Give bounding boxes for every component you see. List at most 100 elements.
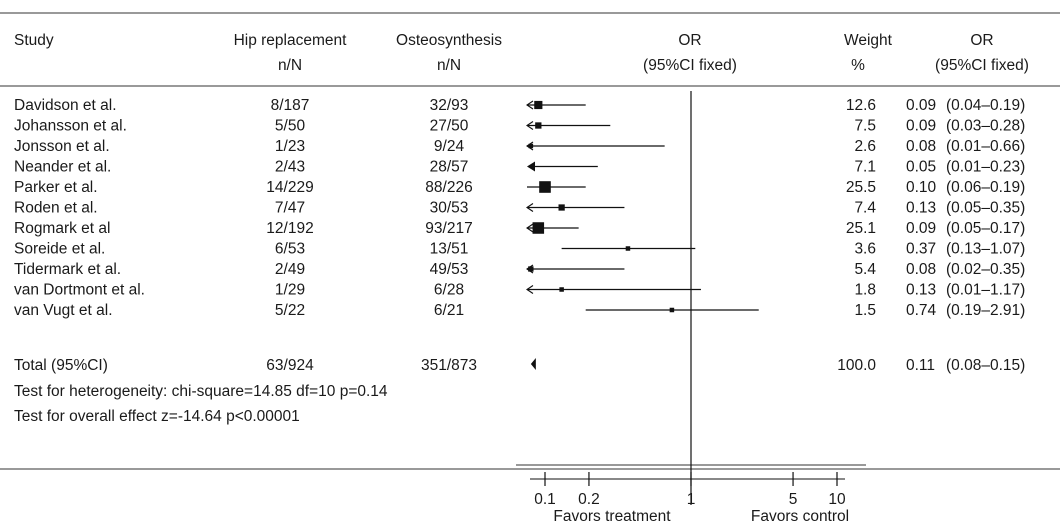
header-or2: OR (970, 32, 993, 49)
study-hip-count: 5/22 (275, 302, 305, 319)
study-weight: 2.6 (854, 138, 876, 155)
study-hip-count: 7/47 (275, 200, 305, 217)
study-weight: 25.1 (846, 220, 876, 237)
study-osteo-count: 9/24 (434, 138, 465, 155)
study-osteo-count: 13/51 (430, 241, 469, 258)
study-weight: 25.5 (846, 179, 876, 196)
study-hip-count: 5/50 (275, 118, 306, 135)
study-name: Parker et al. (14, 179, 98, 196)
point-estimate (535, 122, 542, 129)
study-or-value: 0.37 (906, 241, 936, 258)
study-osteo-count: 6/28 (434, 282, 464, 299)
study-or-ci: (0.02–0.35) (946, 261, 1025, 278)
study-or-ci: (0.05–0.17) (946, 220, 1025, 237)
study-or-ci: (0.01–0.66) (946, 138, 1025, 155)
study-hip-count: 1/23 (275, 138, 305, 155)
point-estimate (532, 222, 545, 234)
overall-effect-test: Test for overall effect z=-14.64 p<0.000… (14, 408, 300, 425)
study-osteo-count: 27/50 (430, 118, 469, 135)
study-or-value: 0.09 (906, 220, 936, 237)
point-estimate (625, 246, 631, 251)
header-or2-ci: (95%CI fixed) (935, 57, 1029, 74)
study-or-value: 0.13 (906, 200, 936, 217)
favors-control-label: Favors control (751, 508, 849, 525)
point-estimate (559, 287, 564, 292)
study-osteo-count: 28/57 (430, 159, 469, 176)
study-hip-count: 2/43 (275, 159, 305, 176)
study-or-value: 0.09 (906, 97, 936, 114)
study-or-ci: (0.01–1.17) (946, 282, 1025, 299)
x-axis: 0.1 0.2 1 5 10 (530, 472, 846, 508)
ci-arrow (526, 285, 534, 294)
study-hip-count: 12/192 (266, 220, 313, 237)
axis-tick-label: 5 (789, 491, 798, 508)
point-estimate (528, 143, 534, 149)
study-hip-count: 1/29 (275, 282, 305, 299)
study-osteo-count: 30/53 (430, 200, 469, 217)
header-hip-replacement: Hip replacement (234, 32, 348, 49)
ci-arrow (526, 223, 534, 233)
header-or-ci: (95%CI fixed) (643, 57, 737, 74)
ci-arrow (526, 203, 534, 212)
study-osteo-count: 32/93 (430, 97, 469, 114)
point-estimate (534, 100, 543, 110)
study-or-ci: (0.01–0.23) (946, 159, 1025, 176)
favors-treatment-label: Favors treatment (553, 508, 671, 525)
study-name: Davidson et al. (14, 97, 117, 114)
study-weight: 1.8 (854, 282, 876, 299)
study-hip-count: 2/49 (275, 261, 305, 278)
total-hip: 63/924 (266, 357, 314, 374)
study-name: Roden et al. (14, 200, 98, 217)
study-hip-count: 8/187 (271, 97, 310, 114)
study-hip-count: 14/229 (266, 179, 313, 196)
study-name: Neander et al. (14, 159, 111, 176)
header-weight-pct: % (851, 57, 865, 74)
axis-tick-label: 1 (687, 491, 696, 508)
header-osteo-nN: n/N (437, 57, 461, 74)
point-estimate (539, 181, 551, 193)
study-or-value: 0.08 (906, 138, 936, 155)
study-hip-count: 6/53 (275, 241, 305, 258)
plot-marks (526, 91, 759, 505)
study-weight: 7.4 (854, 200, 876, 217)
study-osteo-count: 49/53 (430, 261, 469, 278)
study-or-ci: (0.19–2.91) (946, 302, 1025, 319)
total-marker (530, 358, 536, 370)
study-name: van Dortmont et al. (14, 282, 145, 299)
axis-tick-label: 10 (828, 491, 846, 508)
total-weight: 100.0 (837, 357, 876, 374)
study-weight: 7.1 (854, 159, 876, 176)
total-osteo: 351/873 (421, 357, 477, 374)
study-name: Rogmark et al (14, 220, 110, 237)
point-estimate (669, 307, 675, 313)
header-study: Study (14, 32, 54, 49)
study-weight: 7.5 (854, 118, 876, 135)
study-osteo-count: 6/21 (434, 302, 464, 319)
point-estimate (558, 204, 565, 211)
ci-arrow (527, 161, 535, 172)
ci-arrow (526, 100, 534, 110)
total-or-ci: (0.08–0.15) (946, 357, 1025, 374)
study-rows: Davidson et al. 8/187 32/93 12.6 0.09 (0.04–0… (14, 97, 1025, 319)
header-weight: Weight (844, 32, 893, 49)
ci-arrow (526, 141, 534, 151)
study-osteo-count: 93/217 (425, 220, 472, 237)
study-or-ci: (0.04–0.19) (946, 97, 1025, 114)
study-or-value: 0.08 (906, 261, 936, 278)
total-label: Total (95%CI) (14, 357, 108, 374)
study-name: Soreide et al. (14, 241, 105, 258)
study-or-value: 0.09 (906, 118, 936, 135)
study-name: Jonsson et al. (14, 138, 110, 155)
study-name: Tidermark et al. (14, 261, 121, 278)
header-osteosynthesis: Osteosynthesis (396, 32, 502, 49)
axis-tick-label: 0.1 (534, 491, 556, 508)
study-or-value: 0.13 (906, 282, 936, 299)
study-or-ci: (0.13–1.07) (946, 241, 1025, 258)
study-weight: 12.6 (846, 97, 876, 114)
study-osteo-count: 88/226 (425, 179, 472, 196)
point-estimate (528, 266, 534, 272)
study-or-ci: (0.03–0.28) (946, 118, 1025, 135)
axis-tick-label: 0.2 (578, 491, 600, 508)
